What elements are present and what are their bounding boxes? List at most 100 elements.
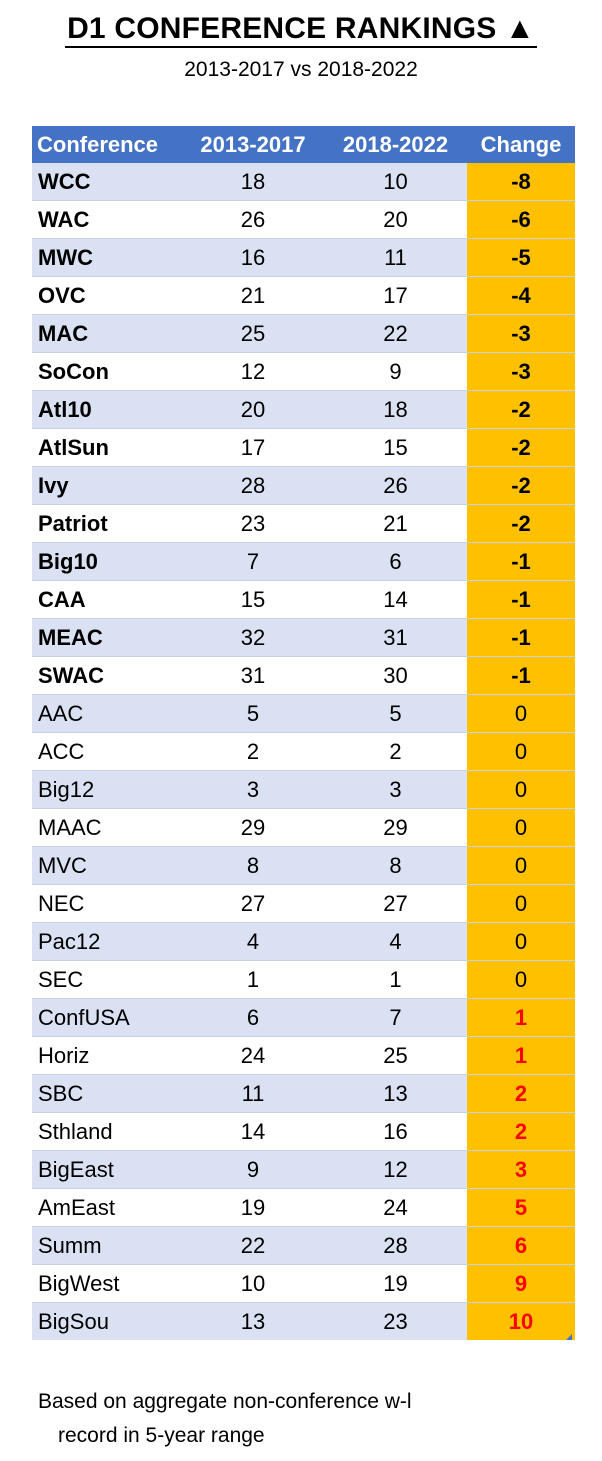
cell-2018-2022: 8: [324, 846, 467, 885]
cell-2013-2017: 9: [182, 1150, 324, 1189]
cell-change: -1: [467, 580, 575, 619]
cell-2018-2022: 14: [324, 580, 467, 619]
cell-2013-2017: 12: [182, 352, 324, 391]
cell-change: -1: [467, 542, 575, 581]
cell-2013-2017: 22: [182, 1226, 324, 1265]
cell-conference: Atl10: [32, 390, 182, 429]
cell-conference: Summ: [32, 1226, 182, 1265]
cell-2013-2017: 3: [182, 770, 324, 809]
cell-change: -2: [467, 466, 575, 505]
cell-change: -8: [467, 163, 575, 201]
cell-change: 10: [467, 1302, 575, 1340]
cell-2018-2022: 2: [324, 732, 467, 771]
cell-conference: SWAC: [32, 656, 182, 695]
cell-change: -1: [467, 656, 575, 695]
cell-2013-2017: 16: [182, 238, 324, 277]
table-row: SEC 1 1 0: [32, 960, 575, 999]
cell-2013-2017: 7: [182, 542, 324, 581]
cell-2018-2022: 21: [324, 504, 467, 543]
cell-2013-2017: 24: [182, 1036, 324, 1075]
cell-change: 0: [467, 808, 575, 847]
table-resize-corner-icon: [566, 1334, 572, 1340]
rankings-table: Conference 2013-2017 2018-2022 Change WC…: [32, 126, 575, 1340]
cell-2013-2017: 23: [182, 504, 324, 543]
cell-2013-2017: 1: [182, 960, 324, 999]
cell-conference: OVC: [32, 276, 182, 315]
cell-2018-2022: 3: [324, 770, 467, 809]
cell-change: 0: [467, 884, 575, 923]
cell-change: 1: [467, 998, 575, 1037]
cell-2018-2022: 6: [324, 542, 467, 581]
header-period-2: 2018-2022: [324, 126, 467, 163]
cell-2013-2017: 32: [182, 618, 324, 657]
cell-change: 2: [467, 1112, 575, 1151]
table-row: MAC 25 22 -3: [32, 314, 575, 353]
cell-conference: CAA: [32, 580, 182, 619]
cell-2013-2017: 14: [182, 1112, 324, 1151]
cell-2018-2022: 15: [324, 428, 467, 467]
cell-conference: MWC: [32, 238, 182, 277]
cell-2018-2022: 19: [324, 1264, 467, 1303]
cell-2018-2022: 18: [324, 390, 467, 429]
cell-2018-2022: 5: [324, 694, 467, 733]
header-change: Change: [467, 126, 575, 163]
cell-conference: SBC: [32, 1074, 182, 1113]
cell-2013-2017: 11: [182, 1074, 324, 1113]
cell-2018-2022: 23: [324, 1302, 467, 1340]
table-row: CAA 15 14 -1: [32, 580, 575, 619]
footnote-line-1: Based on aggregate non-conference w-l: [38, 1390, 412, 1413]
cell-conference: Pac12: [32, 922, 182, 961]
cell-2013-2017: 13: [182, 1302, 324, 1340]
cell-2018-2022: 10: [324, 163, 467, 201]
cell-change: -1: [467, 618, 575, 657]
cell-change: 3: [467, 1150, 575, 1189]
cell-change: -4: [467, 276, 575, 315]
table-row: Ivy 28 26 -2: [32, 466, 575, 505]
cell-2018-2022: 17: [324, 276, 467, 315]
cell-change: -2: [467, 390, 575, 429]
cell-2018-2022: 11: [324, 238, 467, 277]
table-row: AmEast 19 24 5: [32, 1188, 575, 1227]
cell-conference: SEC: [32, 960, 182, 999]
cell-conference: MAC: [32, 314, 182, 353]
cell-conference: AmEast: [32, 1188, 182, 1227]
cell-2018-2022: 26: [324, 466, 467, 505]
cell-conference: AAC: [32, 694, 182, 733]
chart-subtitle: 2013-2017 vs 2018-2022: [184, 58, 418, 81]
cell-change: -3: [467, 314, 575, 353]
cell-conference: Patriot: [32, 504, 182, 543]
cell-conference: AtlSun: [32, 428, 182, 467]
table-row: ConfUSA 6 7 1: [32, 998, 575, 1037]
cell-2018-2022: 20: [324, 200, 467, 239]
cell-conference: Sthland: [32, 1112, 182, 1151]
footnote: Based on aggregate non-conference w-l re…: [38, 1385, 412, 1453]
cell-2013-2017: 10: [182, 1264, 324, 1303]
cell-2018-2022: 28: [324, 1226, 467, 1265]
cell-2013-2017: 20: [182, 390, 324, 429]
table-row: BigSou 13 23 10: [32, 1302, 575, 1340]
cell-change: 6: [467, 1226, 575, 1265]
cell-2013-2017: 15: [182, 580, 324, 619]
table-row: BigWest 10 19 9: [32, 1264, 575, 1303]
cell-conference: ConfUSA: [32, 998, 182, 1037]
table-row: MVC 8 8 0: [32, 846, 575, 885]
chart-title: D1 CONFERENCE RANKINGS ▲: [0, 12, 602, 48]
cell-change: 9: [467, 1264, 575, 1303]
cell-2018-2022: 16: [324, 1112, 467, 1151]
cell-2013-2017: 31: [182, 656, 324, 695]
cell-change: 0: [467, 732, 575, 771]
cell-conference: Big10: [32, 542, 182, 581]
cell-conference: BigSou: [32, 1302, 182, 1340]
cell-2018-2022: 13: [324, 1074, 467, 1113]
cell-2013-2017: 26: [182, 200, 324, 239]
cell-conference: MEAC: [32, 618, 182, 657]
cell-2018-2022: 1: [324, 960, 467, 999]
cell-change: 0: [467, 846, 575, 885]
cell-2018-2022: 22: [324, 314, 467, 353]
cell-conference: ACC: [32, 732, 182, 771]
cell-conference: Horiz: [32, 1036, 182, 1075]
table-row: MEAC 32 31 -1: [32, 618, 575, 657]
table-row: Sthland 14 16 2: [32, 1112, 575, 1151]
cell-change: 0: [467, 960, 575, 999]
table-row: OVC 21 17 -4: [32, 276, 575, 315]
